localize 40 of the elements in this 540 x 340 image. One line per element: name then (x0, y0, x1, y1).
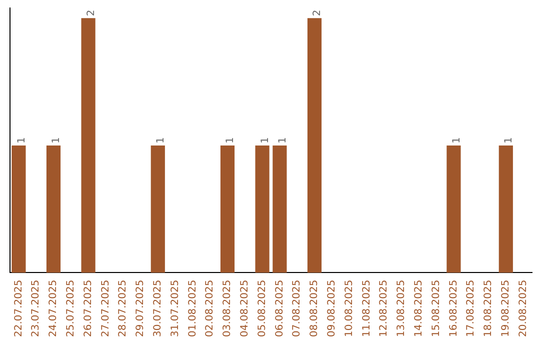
x-tick-label: 08.08.2025 (309, 280, 320, 338)
x-tick-label: 20.08.2025 (518, 280, 529, 338)
x-tick-label: 15.08.2025 (430, 280, 442, 338)
data-label: 1 (16, 137, 28, 144)
data-label: 2 (86, 10, 97, 16)
x-tick-label: 30.07.2025 (152, 280, 164, 338)
x-tick-label: 11.08.2025 (361, 280, 372, 338)
data-label: 1 (155, 137, 166, 144)
x-tick-label: 06.08.2025 (274, 280, 286, 338)
data-label: 1 (277, 137, 288, 144)
x-tick-label: 14.08.2025 (413, 280, 424, 338)
data-label: 1 (260, 137, 271, 144)
x-tick-label: 24.07.2025 (48, 280, 60, 338)
x-tick-label: 16.08.2025 (448, 280, 460, 338)
x-tick-label: 09.08.2025 (326, 280, 338, 338)
x-tick-label: 27.07.2025 (100, 280, 112, 338)
x-tick-label: 03.08.2025 (222, 280, 234, 338)
x-tick-label: 04.08.2025 (239, 280, 250, 338)
x-tick-label: 18.08.2025 (483, 280, 494, 338)
x-tick-label: 13.08.2025 (396, 280, 408, 338)
x-tick-label: 29.07.2025 (135, 280, 146, 338)
x-tick-label: 26.07.2025 (82, 280, 94, 338)
data-label: 1 (503, 137, 514, 144)
data-label: 2 (312, 10, 324, 16)
x-tick-label: 31.07.2025 (170, 280, 181, 338)
data-label: 1 (451, 137, 462, 144)
x-tick-label: 25.07.2025 (65, 280, 76, 338)
x-tick-label: 12.08.2025 (378, 280, 390, 338)
x-tick-label: 17.08.2025 (466, 280, 477, 338)
x-tick-label: 05.08.2025 (256, 280, 268, 338)
x-tick-label: 01.08.2025 (187, 280, 198, 338)
x-tick-label: 23.07.2025 (30, 280, 42, 338)
x-tick-label: 28.07.2025 (118, 280, 129, 338)
data-label: 1 (51, 137, 62, 144)
x-tick-label: 02.08.2025 (204, 280, 216, 338)
x-tick-label: 10.08.2025 (344, 280, 355, 338)
x-tick-label: 19.08.2025 (500, 280, 512, 338)
x-tick-label: 07.08.2025 (292, 280, 303, 338)
x-tick-label: 22.07.2025 (13, 280, 24, 338)
data-label: 1 (225, 137, 236, 144)
